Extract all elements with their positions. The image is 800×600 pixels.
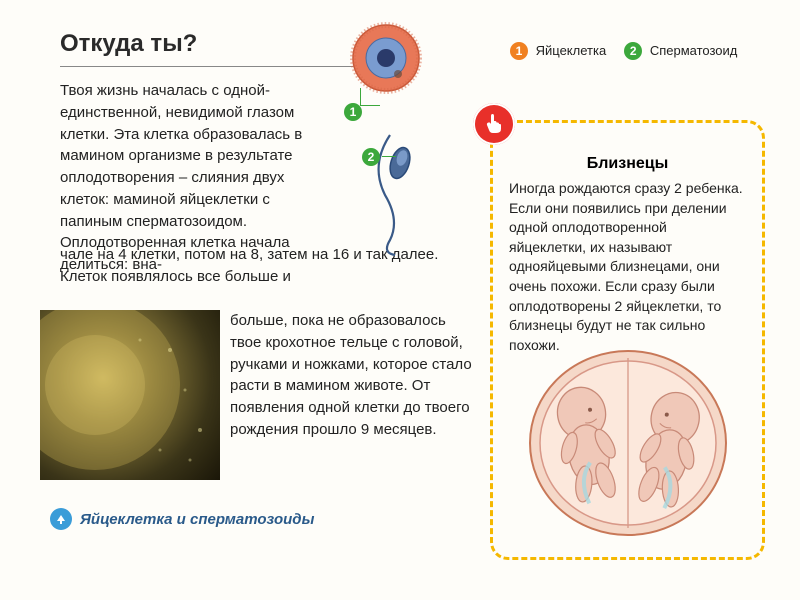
twins-callout-box: Близнецы Иногда рождаются сразу 2 ребенк…: [490, 120, 765, 560]
badge-2: 2: [362, 148, 380, 166]
twins-illustration: [523, 338, 733, 543]
legend-badge-2: 2: [624, 42, 642, 60]
arrow-up-icon: [50, 508, 72, 530]
badge-1: 1: [344, 103, 362, 121]
microscope-photo: [40, 310, 220, 480]
legend-label-1: Яйцеклетка: [536, 43, 607, 58]
egg-label-badge: 1: [344, 103, 366, 121]
main-paragraph-3: больше, пока не образовалось твое крохот…: [230, 310, 480, 441]
sperm-cell-illustration: [360, 125, 440, 265]
label-2-connector: [382, 156, 396, 170]
egg-cell-illustration: [350, 22, 422, 94]
microscope-caption: Яйцеклетка и сперматозоиды: [80, 511, 314, 528]
hand-pointer-icon: [473, 103, 515, 145]
legend: 1 Яйцеклетка 2 Сперматозоид: [510, 42, 737, 60]
title-underline: [60, 66, 360, 67]
legend-item-2: 2 Сперматозоид: [624, 42, 737, 60]
legend-badge-1: 1: [510, 42, 528, 60]
legend-item-1: 1 Яйцеклетка: [510, 42, 606, 60]
twins-title: Близнецы: [509, 155, 746, 173]
sperm-label-badge: 2: [362, 148, 384, 166]
legend-label-2: Сперматозоид: [650, 43, 738, 58]
twins-text: Иногда рождаются сразу 2 ребенка. Если о…: [509, 179, 746, 355]
caption-row: Яйцеклетка и сперматозоиды: [50, 508, 314, 530]
